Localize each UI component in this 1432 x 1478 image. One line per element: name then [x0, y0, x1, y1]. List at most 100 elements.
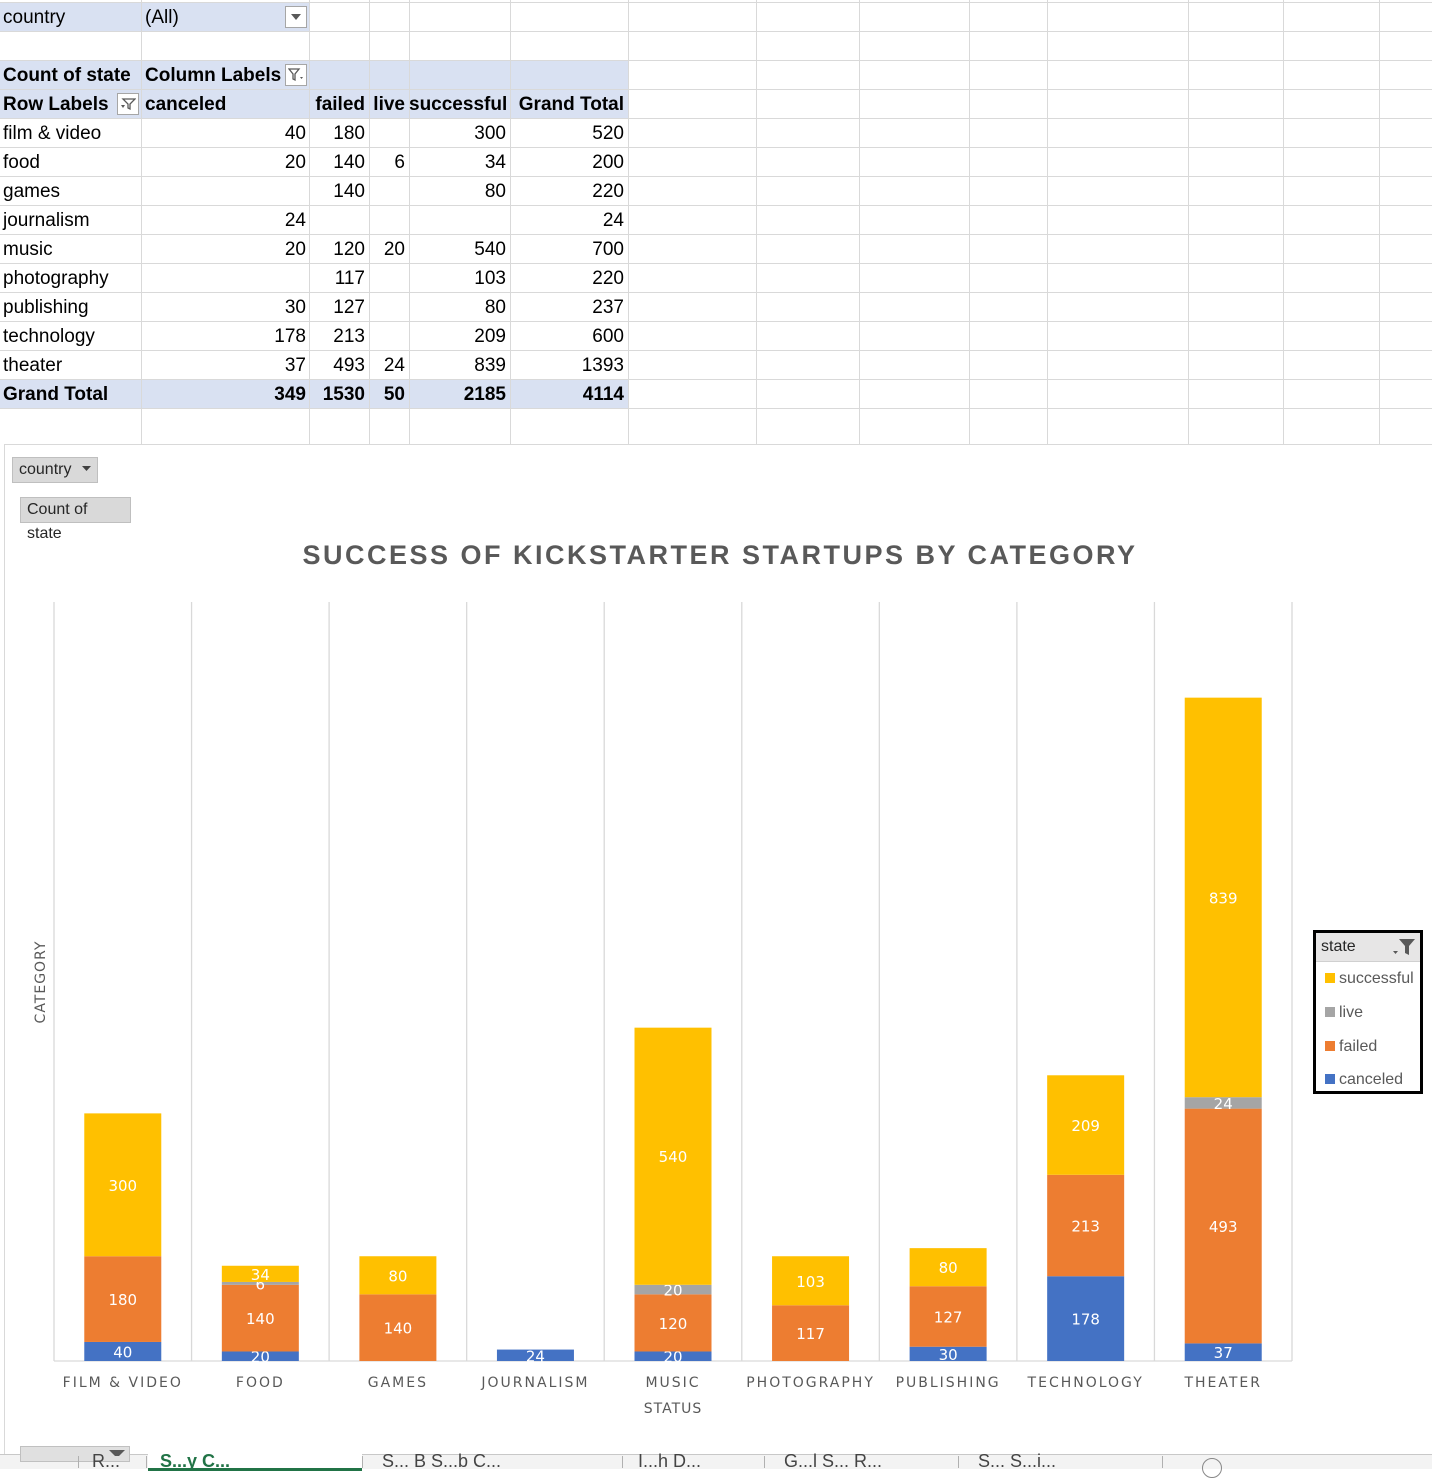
cell-canceled: 20	[284, 239, 306, 260]
legend-item-live[interactable]: live	[1325, 1003, 1363, 1023]
legend-item-failed[interactable]: failed	[1325, 1037, 1377, 1057]
cell-successful: 80	[484, 181, 506, 202]
cell-live: 6	[394, 152, 405, 173]
data-label-successful: 300	[108, 1177, 137, 1195]
data-label-failed: 127	[934, 1308, 963, 1326]
legend-filter-icon[interactable]	[1392, 937, 1416, 957]
data-label-successful: 209	[1071, 1117, 1100, 1135]
row-label[interactable]: photography	[3, 268, 109, 289]
sheet-tab[interactable]: S... S...i...	[978, 1452, 1057, 1468]
cell-live: 20	[383, 239, 405, 260]
cell-canceled: 37	[284, 355, 306, 376]
bar-canceled	[909, 1346, 987, 1361]
row-label[interactable]: music	[3, 239, 53, 260]
row-label[interactable]: games	[3, 181, 61, 202]
grand-total-canceled: 349	[274, 384, 306, 405]
bar-live	[1184, 1097, 1262, 1109]
grand-total-grand-total: 4114	[582, 384, 624, 405]
data-label-canceled: 20	[251, 1348, 270, 1366]
legend-item-canceled[interactable]: canceled	[1325, 1070, 1403, 1090]
row-label[interactable]: film & video	[3, 123, 102, 144]
data-label-live: 24	[1214, 1095, 1233, 1113]
row-label[interactable]: publishing	[3, 297, 89, 318]
col-header-canceled: canceled	[145, 94, 227, 115]
cell-successful: 103	[474, 268, 506, 289]
x-tick-label: JOURNALISM	[480, 1375, 589, 1391]
legend-swatch	[1325, 973, 1335, 983]
sheet-tab[interactable]: G...l S... R...	[784, 1452, 883, 1468]
bar-live	[221, 1281, 299, 1285]
category-field-button[interactable]	[20, 1446, 130, 1462]
chevron-down-icon	[81, 466, 91, 471]
grand-total-label: Grand Total	[3, 384, 109, 405]
col-header-successful: successful	[409, 94, 508, 115]
cell-grand-total: 520	[592, 123, 624, 144]
cell-grand-total: 237	[592, 297, 624, 318]
country-field-label: country	[19, 461, 72, 478]
col-header-failed: failed	[315, 94, 365, 115]
count-of-state-field-button[interactable]: Count of state	[20, 497, 131, 542]
chart-legend[interactable]: state successful live failed canceled	[1313, 930, 1423, 1094]
bar-failed	[1047, 1174, 1125, 1277]
chevron-down-icon	[291, 14, 301, 20]
cell-failed: 127	[333, 297, 365, 318]
bar-successful	[1047, 1075, 1125, 1175]
row-labels-filter-button[interactable]	[117, 93, 139, 115]
sheet-tab[interactable]: I...h D...	[638, 1452, 702, 1468]
cell-failed: 120	[333, 239, 365, 260]
col-header-grand-total: Grand Total	[518, 94, 624, 115]
sheet-tab[interactable]: R...	[92, 1452, 121, 1468]
grand-total-live: 50	[383, 384, 405, 405]
cell-failed: 180	[333, 123, 365, 144]
data-label-live: 6	[256, 1275, 266, 1293]
cell-grand-total: 700	[592, 239, 624, 260]
country-filter-dropdown[interactable]	[285, 6, 307, 28]
row-label[interactable]: food	[3, 152, 40, 173]
grand-total-failed: 1530	[322, 384, 365, 405]
spreadsheet-grid: country (All) Count of state Column Labe…	[0, 0, 1432, 444]
col-header-live: live	[373, 94, 405, 115]
sheet-tab-active[interactable]: S...y C...	[160, 1452, 231, 1468]
column-labels-filter-button[interactable]	[285, 64, 307, 86]
cell-successful: 300	[474, 123, 506, 144]
data-label-successful: 103	[796, 1273, 825, 1291]
cell-grand-total: 200	[592, 152, 624, 173]
legend-item-successful[interactable]: successful	[1325, 969, 1414, 989]
data-label-failed: 120	[659, 1315, 688, 1333]
bar-successful	[1184, 697, 1262, 1098]
cell-failed: 140	[333, 181, 365, 202]
filter-icon	[109, 1450, 125, 1456]
sheet-tab[interactable]: S... B S...b C...	[382, 1452, 502, 1468]
legend-label: failed	[1339, 1038, 1378, 1055]
cell-canceled: 30	[284, 297, 306, 318]
data-label-canceled: 30	[939, 1346, 958, 1364]
cell-canceled: 20	[284, 152, 306, 173]
data-label-successful: 80	[388, 1267, 407, 1285]
cell-canceled: 40	[284, 123, 306, 144]
filter-value: (All)	[145, 7, 179, 28]
legend-title: state	[1321, 938, 1356, 955]
row-label[interactable]: journalism	[3, 210, 90, 231]
legend-label: successful	[1339, 970, 1414, 987]
data-label-failed: 140	[384, 1320, 413, 1338]
add-sheet-icon[interactable]	[1202, 1458, 1222, 1478]
bar-failed	[634, 1294, 712, 1352]
filter-band	[0, 2, 309, 31]
data-label-successful: 839	[1209, 889, 1238, 907]
row-labels-header: Row Labels	[3, 94, 109, 115]
cell-successful: 540	[474, 239, 506, 260]
bar-canceled	[221, 1351, 299, 1361]
measure-label: Count of state	[3, 65, 131, 86]
row-label[interactable]: theater	[3, 355, 63, 376]
data-label-canceled: 20	[663, 1348, 682, 1366]
legend-swatch	[1325, 1041, 1335, 1051]
cell-successful: 80	[484, 297, 506, 318]
bar-failed	[359, 1294, 437, 1361]
cell-grand-total: 220	[592, 268, 624, 289]
data-label-successful: 540	[659, 1148, 688, 1166]
x-tick-label: FOOD	[236, 1375, 285, 1391]
cell-successful: 209	[474, 326, 506, 347]
row-label[interactable]: technology	[3, 326, 95, 347]
x-tick-label: THEATER	[1183, 1375, 1262, 1391]
country-field-button[interactable]: country	[12, 457, 98, 483]
